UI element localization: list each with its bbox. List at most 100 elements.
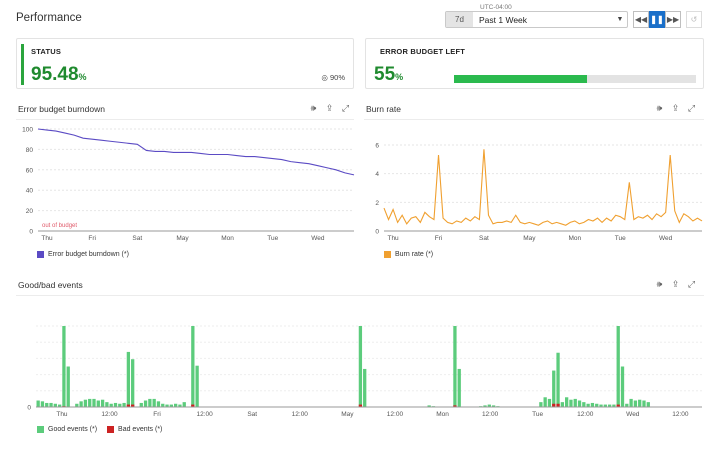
- events-legend: Good events (*) Bad events (*): [37, 426, 172, 433]
- good-event-bar: [547, 398, 552, 407]
- export-icon[interactable]: ⇪: [325, 103, 334, 113]
- reset-icon: ↺: [690, 15, 698, 24]
- timeframe-selector[interactable]: 7d Past 1 Week ▼: [445, 11, 628, 28]
- error-budget-value: 55%: [374, 64, 404, 85]
- x-tick-label: 12:00: [672, 411, 689, 418]
- x-tick-label: Thu: [387, 235, 399, 242]
- legend-item[interactable]: Good events (*): [37, 426, 97, 433]
- good-event-bar: [118, 403, 122, 407]
- bad-event-bar: [131, 404, 135, 407]
- legend-item[interactable]: Error budget burndown (*): [37, 251, 129, 258]
- legend-item[interactable]: Burn rate (*): [384, 251, 433, 258]
- error-budget-bar-fill: [454, 75, 588, 83]
- good-event-bar: [36, 400, 40, 407]
- sound-icon[interactable]: 🕪: [656, 103, 663, 113]
- legend-label: Burn rate (*): [395, 251, 434, 258]
- pause-icon: ❚❚: [650, 15, 664, 24]
- burndown-chart: 0 20 40 60 80 100 Thu Fri Sat May Mon Tue Wed out of …: [22, 127, 355, 242]
- x-tick-label: Thu: [41, 235, 53, 242]
- x-tick-label: Tue: [267, 235, 278, 242]
- fast-forward-button[interactable]: ▶▶: [665, 11, 681, 28]
- good-event-bar: [457, 368, 461, 407]
- burndown-legend: Error budget burndown (*): [37, 251, 139, 258]
- status-label: STATUS: [31, 47, 62, 56]
- bad-event-bar: [552, 403, 556, 407]
- x-tick-label: Fri: [435, 235, 443, 242]
- bad-event-bar: [358, 404, 363, 407]
- good-event-bar: [182, 402, 186, 407]
- y-tick-label: 2: [375, 200, 379, 207]
- good-event-bar: [552, 370, 556, 407]
- reset-button[interactable]: ↺: [686, 11, 702, 28]
- legend-item[interactable]: Bad events (*): [107, 426, 162, 433]
- good-event-bar: [358, 326, 363, 407]
- good-event-bar: [577, 400, 582, 407]
- x-tick-label: 12:00: [387, 411, 404, 418]
- good-event-bar: [642, 400, 646, 407]
- good-event-bar: [491, 405, 496, 407]
- good-event-bar: [53, 403, 57, 407]
- export-icon[interactable]: ⇪: [671, 103, 680, 113]
- legend-swatch: [37, 426, 44, 433]
- series-line: [383, 149, 703, 226]
- sound-icon[interactable]: 🕪: [656, 279, 663, 289]
- status-target: ◎ 90%: [321, 73, 345, 82]
- good-event-bar: [569, 399, 573, 407]
- good-event-bar: [638, 399, 642, 407]
- error-budget-bar: [454, 75, 696, 83]
- x-tick-label: Tue: [532, 411, 543, 418]
- good-event-bar: [633, 400, 638, 407]
- x-tick-label: 12:00: [482, 411, 499, 418]
- timeframe-label: Past 1 Week: [479, 14, 528, 25]
- good-event-bar: [453, 326, 457, 407]
- export-icon[interactable]: ⇪: [671, 279, 680, 289]
- x-tick-label: Mon: [568, 235, 581, 242]
- burn-rate-legend: Burn rate (*): [384, 251, 443, 258]
- x-tick-label: 12:00: [292, 411, 309, 418]
- x-tick-label: Sat: [247, 411, 257, 418]
- legend-swatch: [37, 251, 44, 258]
- good-event-bar: [88, 398, 92, 407]
- series-line: [37, 128, 355, 176]
- good-event-bar: [556, 352, 560, 407]
- good-event-bar: [100, 399, 105, 407]
- sound-icon[interactable]: 🕪: [310, 103, 317, 113]
- error-budget-label: ERROR BUDGET LEFT: [380, 47, 466, 56]
- good-event-bar: [195, 365, 199, 407]
- good-event-bar: [586, 403, 590, 407]
- events-chart: 0 Thu 12:00 Fri 12:00 Sat 12:00 May 12:00 Mon 12:0…: [27, 325, 702, 418]
- chevron-down-icon: ▼: [616, 16, 624, 23]
- events-title: Good/bad events: [18, 280, 83, 290]
- x-tick-label: 12:00: [577, 411, 594, 418]
- rewind-button[interactable]: ◀◀: [633, 11, 649, 28]
- target-icon: ◎: [321, 73, 328, 82]
- expand-icon[interactable]: ⤢: [341, 103, 350, 113]
- pause-button[interactable]: ❚❚: [649, 11, 665, 28]
- good-event-bar: [625, 403, 629, 407]
- burn-rate-title: Burn rate: [366, 104, 401, 114]
- good-event-bar: [131, 359, 135, 407]
- good-event-bar: [40, 401, 45, 407]
- timezone-label: UTC-04:00: [480, 4, 512, 11]
- good-event-bar: [143, 400, 148, 407]
- out-of-budget-label: out of budget: [42, 223, 77, 229]
- good-event-bar: [49, 402, 53, 407]
- good-event-bar: [122, 402, 126, 407]
- legend-swatch: [107, 426, 115, 433]
- expand-icon[interactable]: ⤢: [687, 279, 696, 289]
- x-tick-label: 12:00: [197, 411, 214, 418]
- good-event-bar: [109, 403, 113, 407]
- good-event-bar: [178, 404, 182, 407]
- good-event-bar: [595, 403, 599, 407]
- legend-label: Bad events (*): [118, 426, 163, 433]
- good-event-bar: [646, 402, 650, 407]
- good-event-bar: [191, 326, 195, 407]
- x-tick-label: May: [523, 235, 536, 242]
- legend-label: Good events (*): [48, 426, 98, 433]
- x-tick-label: Wed: [659, 235, 673, 242]
- good-event-bar: [543, 397, 547, 407]
- y-tick-label: 20: [26, 208, 34, 215]
- expand-icon[interactable]: ⤢: [687, 103, 696, 113]
- good-event-bar: [483, 405, 487, 407]
